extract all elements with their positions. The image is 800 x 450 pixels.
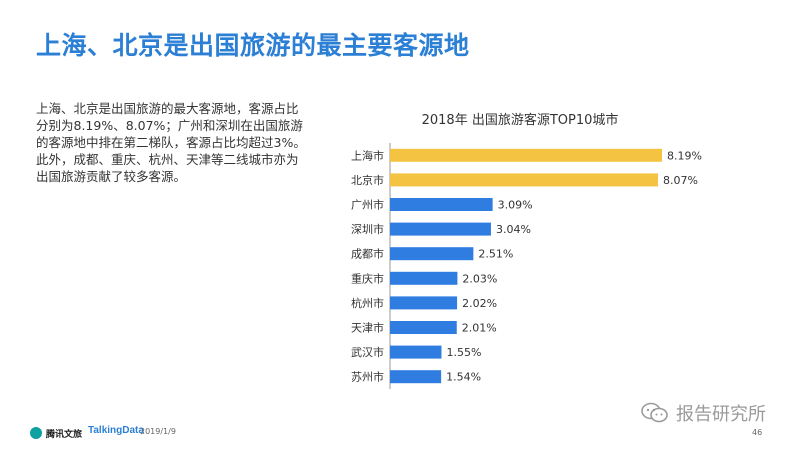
- value-label: 2.51%: [478, 248, 513, 261]
- tencent-logo-text: 腾讯文旅: [46, 429, 83, 440]
- category-label: 苏州市: [351, 370, 384, 384]
- value-label: 8.19%: [667, 149, 702, 162]
- summary-text: 上海、北京是出国旅游的最大客源地，客源占比分别为8.19%、8.07%；广州和深…: [36, 101, 306, 184]
- bar: [390, 345, 442, 359]
- value-label: 2.01%: [462, 322, 497, 335]
- bar: [390, 247, 474, 261]
- value-label: 2.02%: [462, 297, 497, 310]
- value-label: 3.04%: [496, 223, 531, 236]
- watermark: 报告研究所: [640, 400, 766, 426]
- bar: [390, 198, 493, 211]
- bar: [390, 321, 457, 334]
- bar: [390, 296, 458, 310]
- category-label: 广州市: [351, 198, 384, 212]
- page-title: 上海、北京是出国旅游的最主要客源地: [36, 31, 470, 60]
- value-label: 1.55%: [446, 346, 481, 359]
- bar: [390, 148, 662, 162]
- watermark-text: 报告研究所: [676, 404, 766, 425]
- tencent-logo: 腾讯文旅: [30, 426, 82, 440]
- category-label: 武汉市: [351, 345, 384, 359]
- value-label: 1.54%: [446, 371, 481, 384]
- category-label: 上海市: [351, 148, 384, 162]
- bar: [390, 173, 659, 187]
- value-label: 2.03%: [462, 272, 497, 285]
- category-label: 成都市: [351, 247, 384, 261]
- bar: [390, 271, 458, 285]
- page-number: 46: [752, 428, 763, 437]
- category-label: 杭州市: [351, 296, 384, 310]
- tencent-logo-icon: [30, 427, 42, 439]
- bar: [390, 370, 442, 384]
- category-label: 重庆市: [351, 271, 384, 285]
- value-label: 3.09%: [498, 199, 533, 212]
- chart-title: 2018年 出国旅游客源TOP10城市: [421, 113, 619, 128]
- talkingdata-logo: TalkingData: [88, 425, 144, 436]
- category-label: 深圳市: [351, 222, 384, 236]
- footer-date: 2019/1/9: [140, 427, 176, 436]
- category-label: 天津市: [351, 321, 384, 335]
- value-label: 8.07%: [663, 174, 698, 187]
- category-label: 北京市: [351, 173, 384, 187]
- wechat-icon: [641, 402, 668, 423]
- bar: [390, 222, 491, 236]
